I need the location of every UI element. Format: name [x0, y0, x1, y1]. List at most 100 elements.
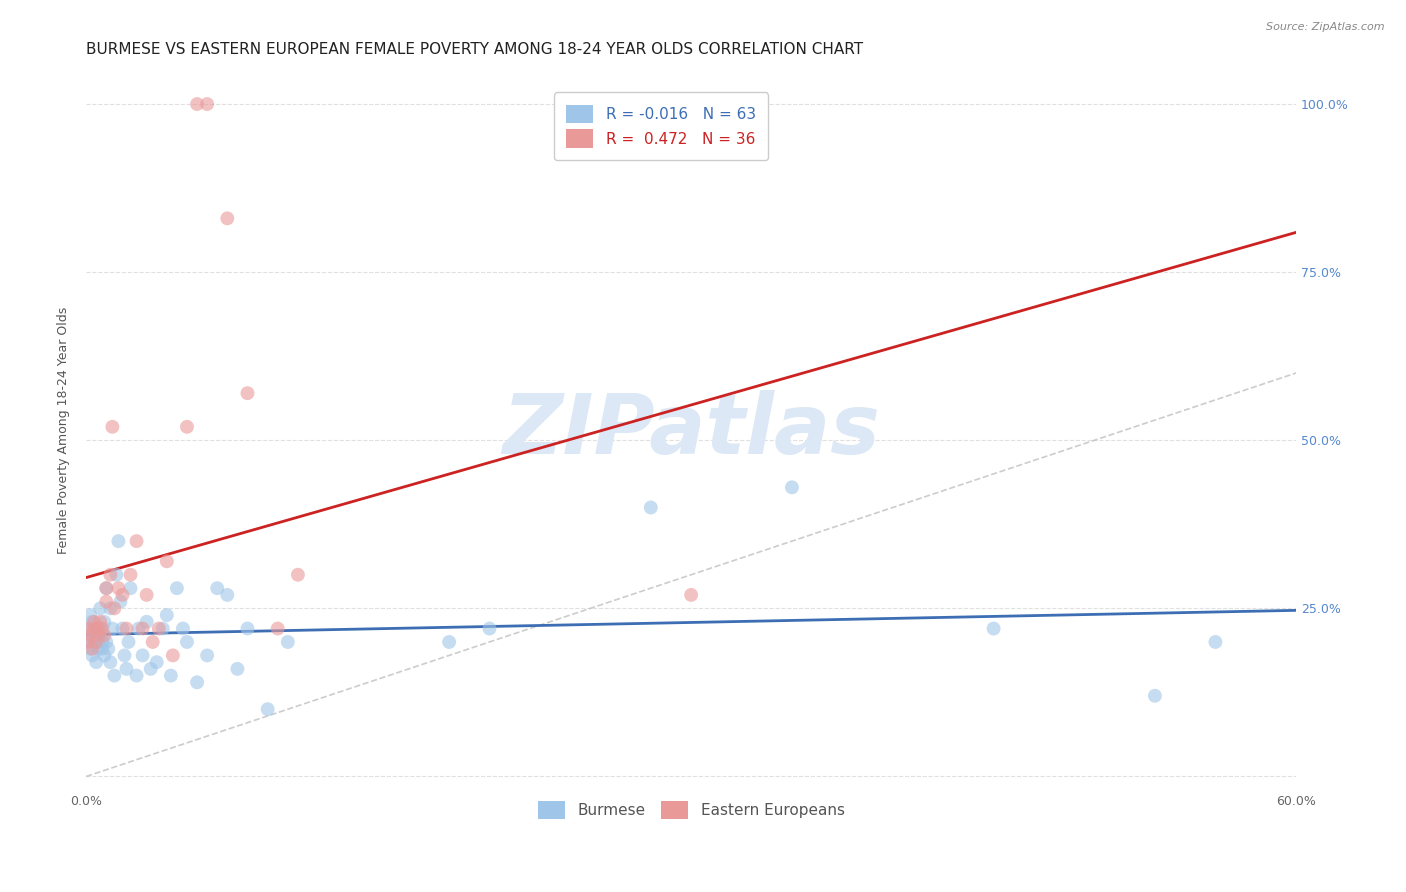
Point — [93, 648, 115, 663]
Point — [142, 635, 165, 649]
Point — [82, 641, 104, 656]
Point — [983, 622, 1005, 636]
Point — [437, 635, 460, 649]
Point — [277, 635, 299, 649]
Point — [89, 622, 111, 636]
Point — [1204, 635, 1226, 649]
Point — [681, 588, 703, 602]
Point — [195, 648, 218, 663]
Point — [107, 534, 129, 549]
Point — [93, 628, 115, 642]
Point — [93, 615, 115, 629]
Point — [128, 622, 150, 636]
Point — [101, 622, 124, 636]
Point — [83, 635, 105, 649]
Text: BURMESE VS EASTERN EUROPEAN FEMALE POVERTY AMONG 18-24 YEAR OLDS CORRELATION CHA: BURMESE VS EASTERN EUROPEAN FEMALE POVER… — [86, 42, 863, 57]
Point — [89, 601, 111, 615]
Point — [160, 668, 183, 682]
Point — [145, 655, 167, 669]
Point — [236, 386, 259, 401]
Point — [226, 662, 249, 676]
Point — [105, 567, 128, 582]
Point — [87, 641, 110, 656]
Point — [1143, 689, 1166, 703]
Point — [77, 635, 100, 649]
Point — [87, 622, 110, 636]
Point — [780, 480, 803, 494]
Point — [111, 588, 134, 602]
Point — [84, 655, 107, 669]
Point — [103, 601, 125, 615]
Point — [152, 622, 174, 636]
Point — [82, 615, 104, 629]
Point — [84, 622, 107, 636]
Point — [186, 97, 208, 112]
Point — [117, 635, 139, 649]
Y-axis label: Female Poverty Among 18-24 Year Olds: Female Poverty Among 18-24 Year Olds — [58, 307, 70, 554]
Point — [107, 581, 129, 595]
Point — [162, 648, 184, 663]
Point — [207, 581, 229, 595]
Point — [83, 622, 105, 636]
Point — [96, 635, 118, 649]
Point — [256, 702, 278, 716]
Point — [120, 567, 142, 582]
Text: Source: ZipAtlas.com: Source: ZipAtlas.com — [1267, 22, 1385, 32]
Point — [148, 622, 170, 636]
Point — [131, 622, 153, 636]
Point — [176, 635, 198, 649]
Point — [114, 648, 136, 663]
Point — [83, 615, 105, 629]
Point — [217, 211, 239, 226]
Point — [82, 628, 104, 642]
Point — [120, 581, 142, 595]
Point — [640, 500, 662, 515]
Point — [217, 588, 239, 602]
Point — [135, 615, 157, 629]
Point — [91, 622, 114, 636]
Point — [156, 608, 179, 623]
Point — [287, 567, 309, 582]
Point — [135, 588, 157, 602]
Point — [87, 628, 110, 642]
Point — [77, 635, 100, 649]
Point — [110, 594, 132, 608]
Point — [166, 581, 188, 595]
Point — [131, 648, 153, 663]
Point — [98, 601, 121, 615]
Point — [96, 581, 118, 595]
Point — [98, 655, 121, 669]
Point — [115, 622, 138, 636]
Point — [236, 622, 259, 636]
Point — [79, 628, 101, 642]
Point — [98, 567, 121, 582]
Point — [77, 622, 100, 636]
Point — [79, 641, 101, 656]
Point — [91, 635, 114, 649]
Point — [84, 635, 107, 649]
Point — [195, 97, 218, 112]
Point — [267, 622, 290, 636]
Point — [115, 662, 138, 676]
Point — [97, 641, 120, 656]
Legend: Burmese, Eastern Europeans: Burmese, Eastern Europeans — [531, 795, 851, 825]
Point — [186, 675, 208, 690]
Point — [79, 608, 101, 623]
Point — [172, 622, 194, 636]
Point — [478, 622, 501, 636]
Point — [89, 615, 111, 629]
Point — [111, 622, 134, 636]
Point — [77, 622, 100, 636]
Point — [176, 419, 198, 434]
Point — [89, 628, 111, 642]
Point — [91, 641, 114, 656]
Point — [103, 668, 125, 682]
Point — [101, 419, 124, 434]
Point — [82, 648, 104, 663]
Point — [125, 534, 148, 549]
Point — [156, 554, 179, 568]
Point — [83, 622, 105, 636]
Point — [96, 581, 118, 595]
Point — [125, 668, 148, 682]
Point — [139, 662, 162, 676]
